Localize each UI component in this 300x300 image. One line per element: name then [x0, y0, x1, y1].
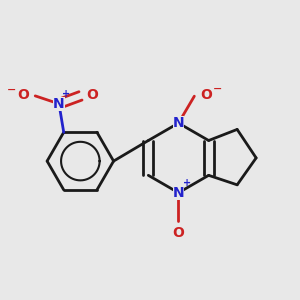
Text: O: O	[17, 88, 29, 102]
Text: O: O	[87, 88, 98, 102]
Text: O: O	[200, 88, 212, 102]
Text: O: O	[172, 226, 184, 240]
Text: N: N	[173, 116, 184, 130]
Text: N: N	[173, 186, 184, 200]
Text: −: −	[7, 85, 16, 95]
Text: +: +	[62, 89, 70, 99]
Text: −: −	[212, 84, 222, 94]
Text: +: +	[183, 178, 191, 188]
Text: N: N	[53, 97, 65, 111]
